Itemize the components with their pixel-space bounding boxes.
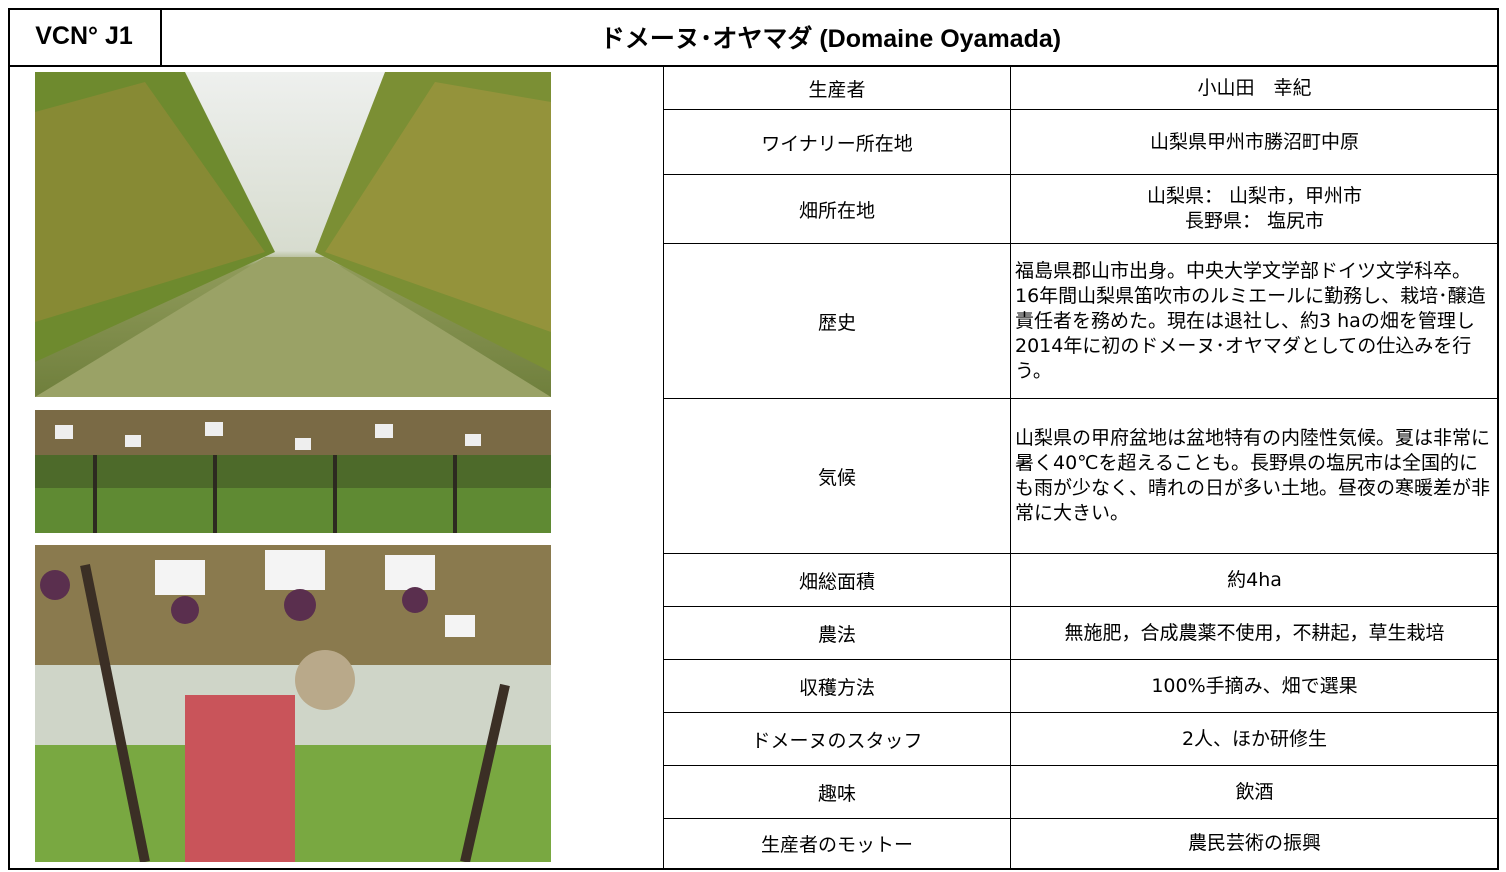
row-value: 福島県郡山市出身。中央大学文学部ドイツ文学科卒。16年間山梨県笛吹市のルミエール… <box>1010 243 1499 399</box>
value-line: 長野県： 塩尻市 <box>1184 210 1325 232</box>
row-value: 山梨県甲州市勝沼町中原 <box>1010 109 1499 175</box>
row-label: ドメーヌのスタッフ <box>663 712 1011 766</box>
row-value: 飲酒 <box>1010 765 1499 819</box>
row-value: 100%手摘み、畑で選果 <box>1010 659 1499 713</box>
row-label: 農法 <box>663 606 1011 660</box>
row-label: 畑所在地 <box>663 174 1011 244</box>
row-value: 農民芸術の振興 <box>1010 818 1499 869</box>
title: ドメーヌ･オヤマダ (Domaine Oyamada) <box>162 8 1499 67</box>
row-label: 気候 <box>663 398 1011 554</box>
photo-vine-canopy <box>35 410 551 533</box>
info-table: 生産者 小山田 幸紀 ワイナリー所在地 山梨県甲州市勝沼町中原 畑所在地 山梨県： 山… <box>663 66 1499 869</box>
row-label: 歴史 <box>663 243 1011 399</box>
code: VCN° J1 <box>8 8 162 67</box>
photo-grower <box>35 545 551 862</box>
row-value: 2人、ほか研修生 <box>1010 712 1499 766</box>
row-label: 趣味 <box>663 765 1011 819</box>
row-label: 畑総面積 <box>663 553 1011 607</box>
row-value: 山梨県の甲府盆地は盆地特有の内陸性気候。夏は非常に暑く40℃を超えることも。長野… <box>1010 398 1499 554</box>
row-label: 生産者のモットー <box>663 818 1011 869</box>
row-label: ワイナリー所在地 <box>663 109 1011 175</box>
row-value: 約4ha <box>1010 553 1499 607</box>
row-value: 小山田 幸紀 <box>1010 66 1499 110</box>
row-label: 収穫方法 <box>663 659 1011 713</box>
row-value: 山梨県： 山梨市，甲州市 長野県： 塩尻市 <box>1010 174 1499 244</box>
photo-vineyard-rows <box>35 72 551 397</box>
row-value: 無施肥，合成農薬不使用，不耕起，草生栽培 <box>1010 606 1499 660</box>
value-line: 山梨県： 山梨市，甲州市 <box>1146 185 1363 207</box>
row-label: 生産者 <box>663 66 1011 110</box>
